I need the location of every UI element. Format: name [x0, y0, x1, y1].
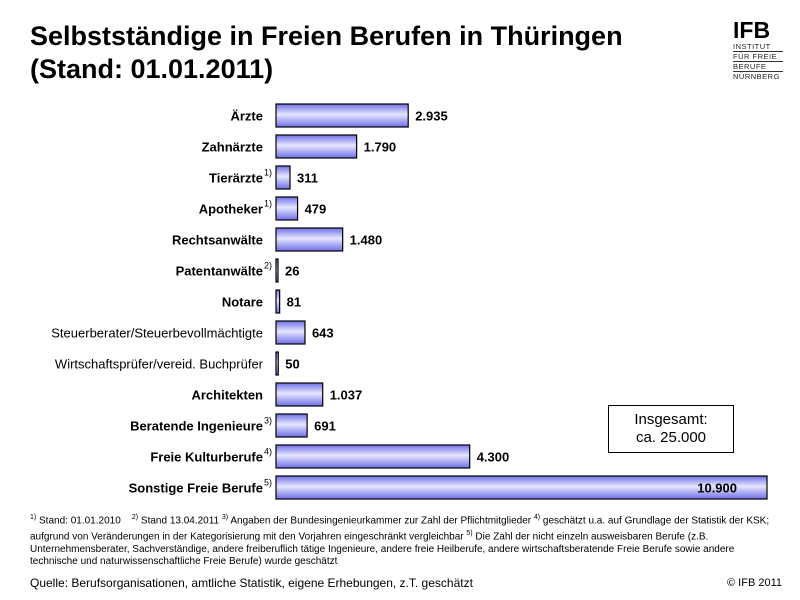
total-label: Insgesamt: [634, 411, 708, 428]
chart-title: Selbstständige in Freien Berufen in Thür… [30, 20, 623, 86]
copyright-note: © IFB 2011 [727, 577, 782, 589]
logo-sub-line: INSTITUT [733, 42, 783, 52]
bar [275, 475, 768, 500]
category-footnote-marker: 2) [264, 261, 272, 271]
logo-wordmark: IFB [733, 17, 771, 43]
category-footnote-marker: 1) [264, 168, 272, 178]
bar [275, 134, 358, 159]
category-label: Sonstige Freie Berufe [129, 481, 263, 496]
category-label: Ärzte [230, 109, 263, 124]
value-label: 2.935 [415, 109, 448, 124]
bar [275, 289, 281, 314]
logo-subtitle: INSTITUT FÜR FREIE BERUFE NÜRNBERG [733, 42, 783, 81]
footnote-marker: 5) [466, 529, 473, 537]
category-footnote-marker: 3) [264, 416, 272, 426]
logo-sub-line: BERUFE [733, 62, 783, 72]
value-label: 643 [312, 326, 334, 341]
logo-sub-line: FÜR FREIE [733, 52, 783, 62]
bar [275, 196, 299, 221]
footnote-text: geschätzt u.a. auf Grundlage der Statist… [30, 515, 770, 543]
chart-title-line1: Selbstständige in Freien Berufen in Thür… [30, 21, 623, 51]
category-label: Beratende Ingenieure [130, 419, 263, 434]
category-label: Zahnärzte [202, 140, 263, 155]
bar [275, 320, 306, 345]
category-label: Architekten [191, 388, 263, 403]
category-footnote-marker: 5) [264, 478, 272, 488]
bar [275, 165, 291, 190]
category-footnote-marker: 4) [264, 447, 272, 457]
footnotes: 1) Stand: 01.01.2010 2) Stand 13.04.2011… [30, 512, 770, 569]
category-label: Tierärzte [209, 171, 263, 186]
bar [275, 351, 279, 376]
footnote-marker: 1) [30, 514, 37, 521]
value-label: 4.300 [477, 450, 510, 465]
footnote-text: Stand 13.04.2011 [138, 515, 220, 527]
value-label: 1.480 [350, 233, 383, 248]
logo-sub-line: NÜRNBERG [733, 72, 780, 81]
category-label: Notare [222, 295, 263, 310]
category-footnote-marker: 1) [264, 199, 272, 209]
ifb-logo: IFB INSTITUT FÜR FREIE BERUFE NÜRNBERG [733, 18, 783, 81]
chart-title-line2: (Stand: 01.01.2011) [30, 54, 274, 84]
category-label: Patentanwälte [176, 264, 263, 279]
footnote-marker: 3) [221, 514, 229, 521]
category-label: Rechtsanwälte [172, 233, 263, 248]
value-label: 1.037 [330, 388, 363, 403]
bar [275, 413, 308, 438]
footnote-text: Die Zahl der nicht einzeln ausweisbaren … [30, 531, 735, 568]
value-label: 1.790 [364, 140, 397, 155]
bar [275, 103, 409, 128]
footnote-text: Stand: 01.01.2010 [36, 515, 121, 527]
value-label: 10.900 [697, 481, 737, 496]
value-label: 479 [305, 202, 327, 217]
category-label: Apotheker [199, 202, 263, 217]
value-label: 81 [287, 295, 301, 310]
source-note: Quelle: Berufsorganisationen, amtliche S… [30, 576, 473, 590]
bar [275, 382, 324, 407]
footnote-text: Angaben der Bundesingenieurkammer zur Za… [228, 515, 532, 527]
value-label: 311 [297, 171, 318, 186]
total-value: ca. 25.000 [635, 429, 707, 446]
bar [275, 258, 279, 283]
footnote-marker: 2) [131, 514, 139, 521]
bar [275, 227, 344, 252]
value-label: 26 [285, 264, 299, 279]
category-label: Steuerberater/Steuerbevollmächtigte [51, 326, 263, 341]
category-label: Freie Kulturberufe [150, 450, 263, 465]
total-box: Insgesamt: ca. 25.000 [608, 405, 734, 453]
bar [275, 444, 471, 469]
value-label: 50 [285, 357, 299, 372]
footnote-marker: 4) [533, 514, 541, 521]
value-label: 691 [314, 419, 336, 434]
category-label: Wirtschaftsprüfer/vereid. Buchprüfer [55, 357, 264, 372]
